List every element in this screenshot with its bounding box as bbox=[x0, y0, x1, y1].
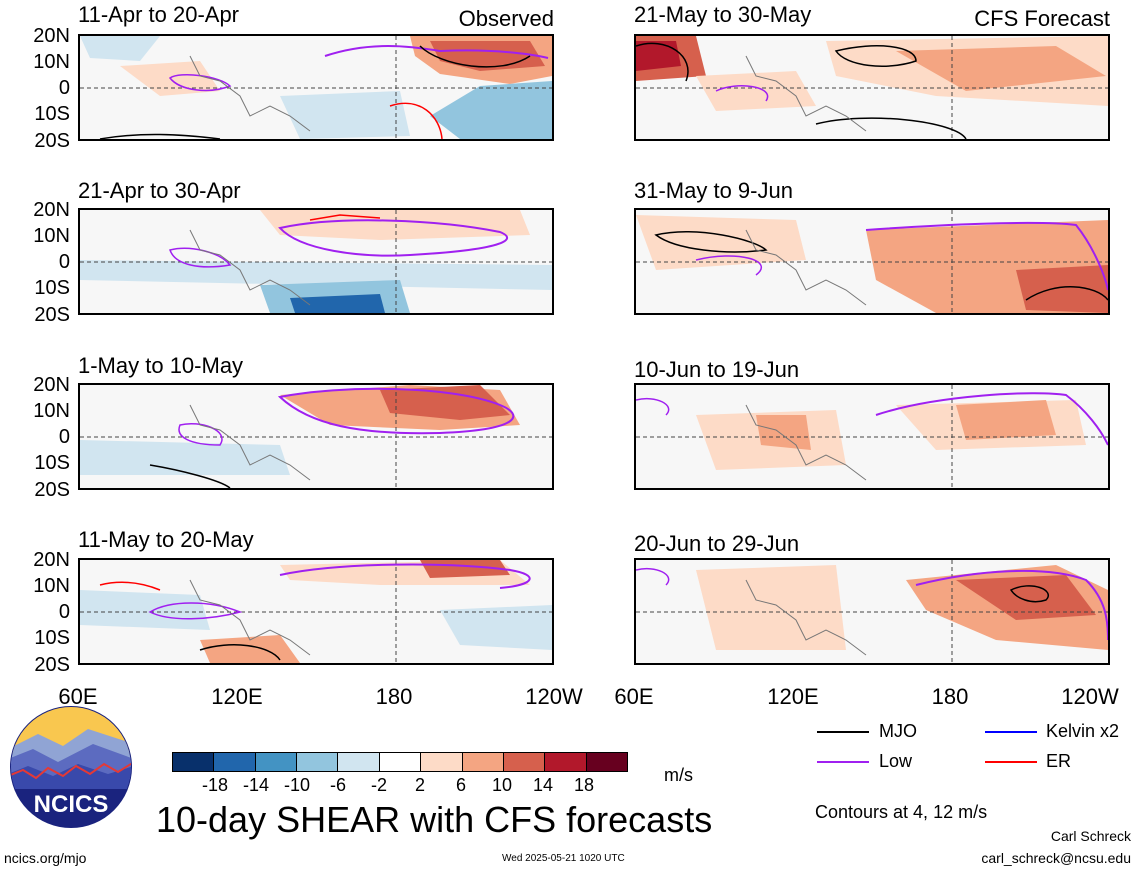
lat-label: 20S bbox=[34, 479, 70, 501]
colorbar-tick: 18 bbox=[573, 775, 595, 795]
colorbar-swatch bbox=[254, 753, 297, 771]
observed-label: Observed bbox=[458, 6, 554, 31]
lon-label-right-180: 180 bbox=[931, 684, 969, 709]
lat-label: 10N bbox=[33, 51, 70, 73]
colorbar-units: m/s bbox=[664, 765, 693, 785]
legend-label-mjo: MJO bbox=[879, 721, 917, 741]
panel-title-right-1: 21-May to 30-May bbox=[634, 2, 812, 27]
lat-label: 10N bbox=[33, 400, 70, 422]
legend-label-low: Low bbox=[879, 751, 913, 771]
colorbar-swatch bbox=[337, 753, 379, 771]
lat-label: 20N bbox=[33, 199, 70, 221]
lat-label: 10N bbox=[33, 575, 70, 597]
lat-label: 20S bbox=[34, 130, 70, 152]
main-title: 10-day SHEAR with CFS forecasts bbox=[156, 799, 713, 840]
lat-label: 0 bbox=[58, 426, 70, 448]
lat-label: 10N bbox=[33, 225, 70, 247]
panel-title-left-1: 11-Apr to 20-Apr bbox=[78, 2, 240, 27]
colorbar-tick: -10 bbox=[283, 775, 310, 795]
panel-title-right-3: 10-Jun to 19-Jun bbox=[634, 357, 800, 382]
footer-url[interactable]: ncics.org/mjo bbox=[4, 850, 87, 866]
colorbar-tick: -2 bbox=[370, 775, 387, 795]
legend-label-er: ER bbox=[1046, 751, 1072, 771]
panel-title-left-4: 11-May to 20-May bbox=[78, 527, 254, 552]
lon-label-left-120w: 120W bbox=[525, 684, 583, 709]
lon-label-right-60e: 60E bbox=[614, 684, 654, 709]
lat-label: 10S bbox=[34, 452, 70, 474]
legend-line-low bbox=[817, 761, 869, 763]
lat-label: 10S bbox=[34, 627, 70, 649]
lat-label: 20S bbox=[34, 654, 70, 676]
lat-label: 20N bbox=[33, 25, 70, 47]
lat-label: 10S bbox=[34, 103, 70, 125]
colorbar-swatch bbox=[420, 753, 462, 771]
colorbar-tick: 6 bbox=[455, 775, 466, 795]
lon-label-left-60e: 60E bbox=[58, 684, 98, 709]
lat-label: 10S bbox=[34, 277, 70, 299]
colorbar-tick: 2 bbox=[414, 775, 425, 795]
colorbar-swatch bbox=[213, 753, 255, 771]
footer-email[interactable]: carl_schreck@ncsu.edu bbox=[981, 850, 1131, 866]
panel-title-left-2: 21-Apr to 30-Apr bbox=[78, 178, 241, 203]
colorbar-swatch bbox=[173, 753, 214, 771]
logo-text: NCICS bbox=[34, 791, 109, 818]
forecast-label: CFS Forecast bbox=[974, 6, 1110, 31]
lon-label-right-120w: 120W bbox=[1061, 684, 1119, 709]
colorbar-swatch bbox=[378, 753, 421, 771]
map-panel-forecast-3 bbox=[634, 383, 1110, 490]
map-panel-forecast-4 bbox=[634, 558, 1110, 665]
contours-note: Contours at 4, 12 m/s bbox=[815, 802, 988, 822]
panel-title-left-3: 1-May to 10-May bbox=[78, 353, 244, 378]
map-panel-observed-4 bbox=[78, 558, 554, 665]
lat-label: 0 bbox=[58, 77, 70, 99]
colorbar-tick: -14 bbox=[242, 775, 269, 795]
map-panel-observed-3 bbox=[78, 383, 554, 490]
colorbar-tick: -6 bbox=[329, 775, 346, 795]
lon-label-right-120e: 120E bbox=[767, 684, 819, 709]
map-panel-forecast-2 bbox=[634, 208, 1110, 315]
colorbar-swatch bbox=[296, 753, 338, 771]
legend-label-kelvin: Kelvin x2 bbox=[1046, 721, 1120, 741]
colorbar-swatch bbox=[544, 753, 586, 771]
legend-line-er bbox=[985, 761, 1037, 763]
legend-line-mjo bbox=[817, 731, 869, 733]
panel-title-right-4: 20-Jun to 29-Jun bbox=[634, 531, 800, 556]
panel-title-right-2: 31-May to 9-Jun bbox=[634, 178, 793, 203]
lat-label: 20N bbox=[33, 549, 70, 571]
lon-label-left-180: 180 bbox=[375, 684, 413, 709]
colorbar-tick: -18 bbox=[201, 775, 228, 795]
colorbar-tick: 10 bbox=[491, 775, 513, 795]
legend-line-kelvin bbox=[985, 731, 1037, 733]
colorbar bbox=[172, 752, 628, 772]
lat-label: 0 bbox=[58, 251, 70, 273]
colorbar-swatch bbox=[461, 753, 503, 771]
lat-label: 20S bbox=[34, 304, 70, 326]
colorbar-swatch bbox=[585, 753, 627, 771]
lat-label: 20N bbox=[33, 374, 70, 396]
colorbar-swatch bbox=[502, 753, 545, 771]
lat-label: 0 bbox=[58, 601, 70, 623]
lon-label-left-120e: 120E bbox=[211, 684, 263, 709]
map-panel-forecast-1 bbox=[634, 34, 1110, 141]
map-panel-observed-2 bbox=[78, 208, 554, 315]
footer-author: Carl Schreck bbox=[1050, 828, 1131, 844]
ncics-logo: NCICS bbox=[8, 704, 134, 830]
colorbar-tick: 14 bbox=[532, 775, 554, 795]
map-panel-observed-1 bbox=[78, 34, 554, 141]
footer-timestamp: Wed 2025-05-21 1020 UTC bbox=[502, 853, 625, 864]
